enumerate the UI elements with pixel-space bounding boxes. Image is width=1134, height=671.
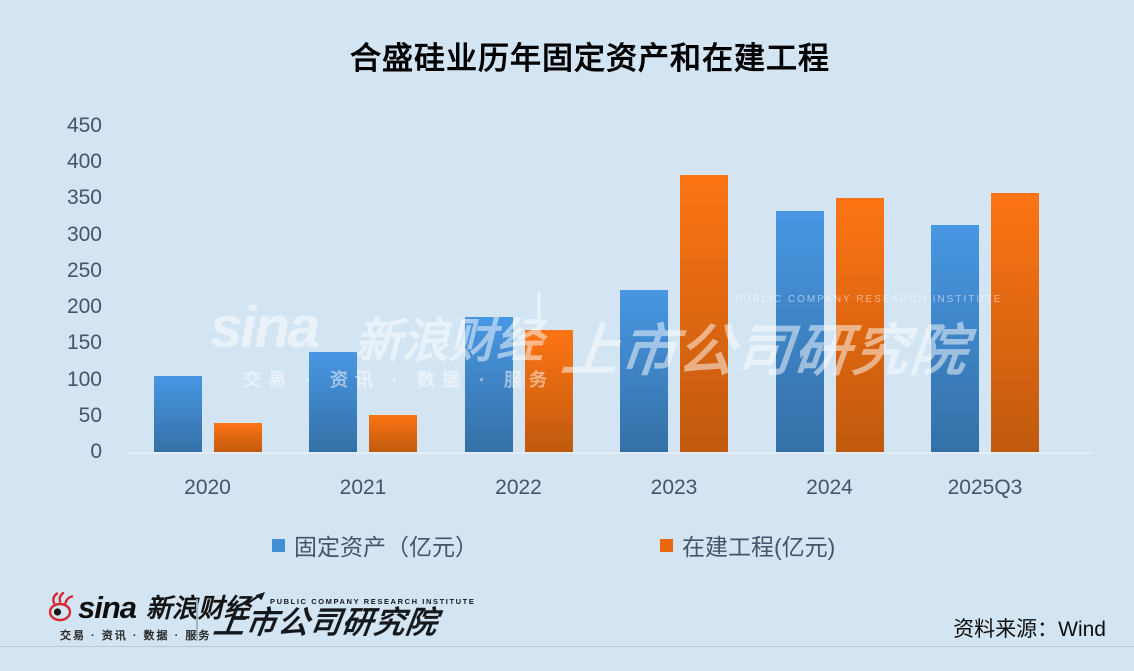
legend-item-fixed-assets: 固定资产（亿元） (272, 528, 478, 562)
y-tick-100: 100 (66, 367, 102, 391)
fixed-assets-bar-2021 (309, 352, 357, 452)
y-tick-400: 400 (66, 150, 102, 174)
x-label-2022: 2022 (495, 476, 542, 499)
y-tick-0: 0 (90, 440, 102, 463)
fixed-assets-bar-2020 (153, 376, 202, 452)
construction-in-progress-bar-2023 (680, 175, 728, 452)
fixed-assets-legend-swatch (272, 538, 285, 552)
fixed-assets-legend-label: 固定资产（亿元） (294, 534, 478, 560)
x-label-2023: 2023 (650, 476, 698, 499)
y-tick-450: 450 (66, 114, 102, 137)
sina-eye-icon (48, 592, 74, 622)
y-tick-350: 350 (66, 186, 102, 210)
sina-tagline: 交易 · 资讯 · 数据 · 服务 (60, 630, 212, 642)
institute-english-label: PUBLIC COMPANY RESEARCH INSTITUTE (270, 597, 476, 606)
watermark-brand: 新浪财经 (355, 314, 543, 367)
construction-in-progress-bar-2025Q3 (991, 193, 1039, 452)
legend-item-construction-in-progress: 在建工程(亿元) (660, 528, 835, 562)
y-tick-200: 200 (66, 295, 102, 319)
x-label-2025Q3: 2025Q3 (947, 476, 1023, 499)
sina-finance-logo: sina 新浪财经 交易 · 资讯 · 数据 · 服务 (44, 592, 250, 643)
footer-divider (196, 599, 198, 641)
x-axis-line (128, 452, 1092, 454)
y-tick-300: 300 (66, 222, 102, 246)
institute-arrow-icon (244, 592, 265, 606)
construction-in-progress-bar-2024 (835, 198, 884, 452)
sina-wordmark: sina (78, 590, 137, 625)
construction-in-progress-legend-swatch (660, 538, 673, 552)
construction-in-progress-legend-label: 在建工程(亿元) (682, 534, 836, 560)
sina-finance-label: 新浪财经 (146, 593, 251, 623)
construction-in-progress-bar-2021 (369, 415, 417, 452)
watermark-sina-wordmark: sina (210, 295, 320, 360)
fixed-assets-bar-2023 (620, 290, 668, 452)
y-tick-250: 250 (66, 258, 102, 282)
y-tick-50: 50 (78, 403, 102, 427)
watermark-divider: | (533, 283, 545, 335)
construction-in-progress-bar-2020 (213, 423, 262, 452)
x-label-2024: 2024 (806, 476, 853, 499)
chart-title: 合盛硅业历年固定资产和在建工程 (350, 41, 830, 76)
x-label-2020: 2020 (184, 476, 231, 499)
x-label-2021: 2021 (339, 476, 387, 499)
data-source-label: 资料来源：Wind (953, 618, 1106, 641)
fixed-assets-bar-2025Q3 (931, 225, 979, 452)
footer-rule (0, 646, 1134, 647)
fixed-assets-bar-2024 (775, 211, 824, 452)
construction-in-progress-bar-2022 (524, 330, 573, 452)
y-tick-150: 150 (66, 331, 102, 355)
institute-chinese-label: 上市公司研究院 (211, 605, 441, 640)
research-institute-logo: PUBLIC COMPANY RESEARCH INSTITUTE 上市公司研究… (211, 592, 476, 640)
fixed-assets-bar-2022 (464, 317, 513, 452)
